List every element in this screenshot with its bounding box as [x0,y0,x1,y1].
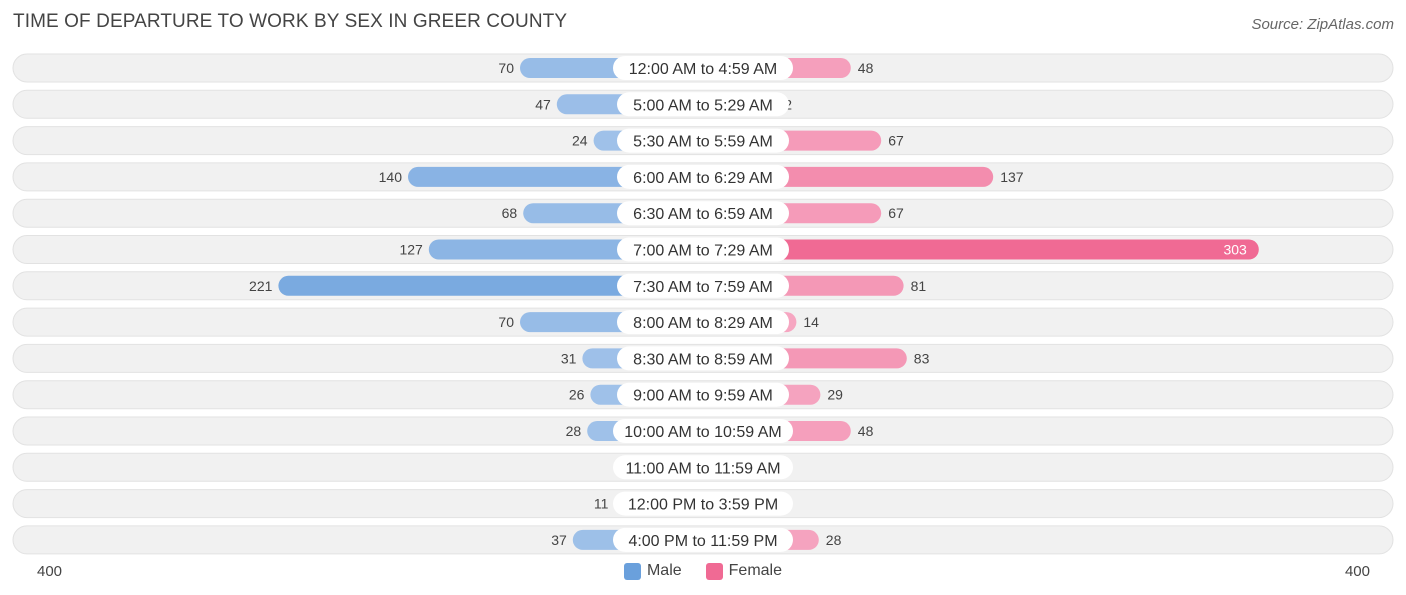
legend-label-female: Female [728,562,783,579]
category-label-bg [617,164,789,189]
value-label-male: 47 [535,96,551,112]
category-label-bg [617,310,789,335]
value-label-male: 140 [379,169,403,185]
value-label-male: 26 [569,387,585,403]
value-label-male: 68 [502,205,518,221]
value-label-female: 83 [914,350,930,366]
category-label: 7:30 AM to 7:59 AM [633,279,773,296]
value-label-female: 28 [826,532,842,548]
value-label-male: 221 [249,278,273,294]
value-label-male: 11 [594,496,609,512]
category-label-bg [617,346,789,371]
value-label-male: 37 [551,532,567,548]
chart-source: Source: ZipAtlas.com [1251,16,1394,33]
value-label-male: 24 [572,133,588,149]
category-label: 11:00 AM to 11:59 AM [625,460,780,477]
category-label-bg [613,491,793,516]
axis-left-label: 400 [37,563,63,580]
value-label-male: 70 [498,314,514,330]
category-label: 8:00 AM to 8:29 AM [633,315,773,332]
value-label-female: 303 [1223,242,1247,258]
category-label-bg [613,527,793,552]
category-label-bg [613,56,793,80]
chart-title: TIME OF DEPARTURE TO WORK BY SEX IN GREE… [13,11,568,32]
category-label-bg [617,273,789,298]
axis-right-label: 400 [1344,563,1370,580]
category-label: 6:30 AM to 6:59 AM [633,206,773,223]
category-label-bg [617,201,789,226]
category-label: 5:00 AM to 5:29 AM [633,97,773,114]
category-label-bg [613,455,793,480]
value-label-female: 67 [888,133,904,149]
category-label: 8:30 AM to 8:59 AM [633,351,773,368]
category-label: 5:30 AM to 5:59 AM [633,134,773,151]
category-label: 12:00 AM to 4:59 AM [629,61,778,78]
category-label: 12:00 PM to 3:59 PM [628,497,778,514]
bar-male [278,275,703,296]
value-label-female: 67 [888,205,904,221]
category-label: 4:00 PM to 11:59 PM [628,533,777,550]
value-label-female: 81 [911,278,927,294]
value-label-male: 31 [561,350,577,366]
value-label-female: 137 [1000,169,1024,185]
bar-female [703,239,1259,260]
value-label-female: 14 [803,314,819,330]
category-label-bg [613,419,793,443]
category-label-bg [617,382,789,407]
category-label-bg [617,92,789,117]
value-label-female: 29 [827,387,843,403]
value-label-female: 48 [858,60,874,76]
value-label-male: 28 [566,423,582,439]
legend-item-female: Female [705,561,783,581]
category-label-bg [617,128,789,153]
legend-item-male: Male [623,561,682,581]
category-label: 6:00 AM to 6:29 AM [633,170,773,187]
legend-swatch-female [705,562,723,580]
value-label-female: 48 [858,423,874,439]
category-label: 10:00 AM to 10:59 AM [624,424,781,441]
category-label: 7:00 AM to 7:29 AM [633,243,773,260]
legend-swatch-male [623,562,641,580]
category-label: 9:00 AM to 9:59 AM [633,388,773,405]
legend: Male Female [0,561,1406,581]
value-label-male: 127 [399,242,423,258]
value-label-male: 70 [498,60,514,76]
legend-label-male: Male [646,562,682,579]
category-label-bg [617,237,789,262]
